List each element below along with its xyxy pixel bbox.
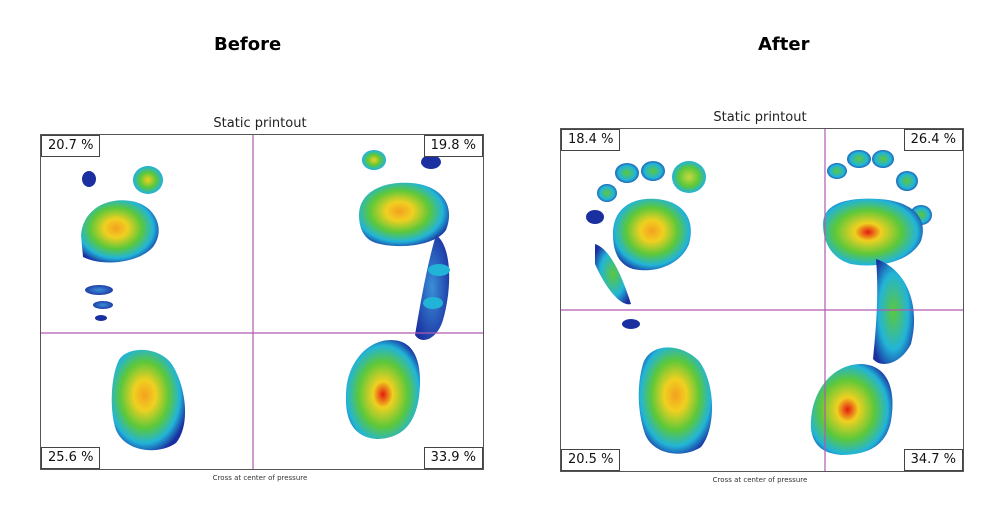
right-foot-lateral-arch (873, 259, 915, 364)
right-foot-toe (827, 163, 847, 179)
left-foot-toe (641, 161, 665, 181)
left-foot-toe (615, 163, 639, 183)
left-foot-heel (638, 347, 713, 454)
before-footprints (41, 135, 483, 469)
left-foot-forefoot (613, 198, 691, 271)
right-foot-forefoot (359, 182, 450, 247)
right-foot-forefoot (823, 198, 923, 266)
left-foot-heel (111, 349, 186, 451)
after-printout-title: Static printout (713, 110, 807, 125)
left-foot-forefoot (81, 200, 159, 263)
after-percent-top-left: 18.4 % (561, 129, 621, 151)
after-percent-top-right: 26.4 % (903, 129, 963, 151)
left-foot-big-toe (672, 161, 706, 193)
left-foot-toe (586, 210, 604, 224)
left-foot-toe (597, 184, 617, 202)
right-foot-toe (421, 155, 441, 169)
before-percent-bottom-left: 25.6 % (41, 447, 101, 469)
before-percent-top-left: 20.7 % (41, 135, 101, 157)
right-foot-toe (847, 150, 871, 168)
after-caption: Cross at center of pressure (712, 476, 808, 484)
right-foot-lateral-mark (423, 297, 443, 309)
right-foot-toe (362, 150, 386, 170)
after-percent-bottom-right: 34.7 % (903, 449, 963, 471)
right-foot-lateral-mark (428, 264, 450, 276)
before-percent-top-right: 19.8 % (423, 135, 483, 157)
before-caption: Cross at center of pressure (212, 474, 308, 482)
before-percent-bottom-right: 33.9 % (423, 447, 483, 469)
after-pressure-map: 18.4 % 26.4 % 20.5 % 34.7 % (560, 128, 964, 472)
after-footprints (561, 129, 963, 471)
left-foot-medial-trace (595, 244, 631, 305)
left-foot-midfoot-trace (622, 319, 640, 329)
before-heading: Before (214, 34, 282, 55)
before-printout-title: Static printout (213, 116, 307, 131)
right-foot-toe (872, 150, 894, 168)
left-foot-midfoot-trace (85, 285, 113, 295)
after-heading: After (758, 34, 810, 55)
left-foot-midfoot-trace (93, 301, 113, 309)
before-pressure-map: 20.7 % 19.8 % 25.6 % 33.9 % (40, 134, 484, 470)
left-foot-big-toe (133, 166, 163, 194)
right-foot-heel (345, 340, 421, 439)
right-foot-heel (810, 364, 893, 455)
after-percent-bottom-left: 20.5 % (561, 449, 621, 471)
left-foot-midfoot-trace (95, 315, 107, 321)
right-foot-lateral-arch (415, 235, 450, 340)
left-foot-small-toe (82, 171, 96, 187)
right-foot-toe (896, 171, 918, 191)
